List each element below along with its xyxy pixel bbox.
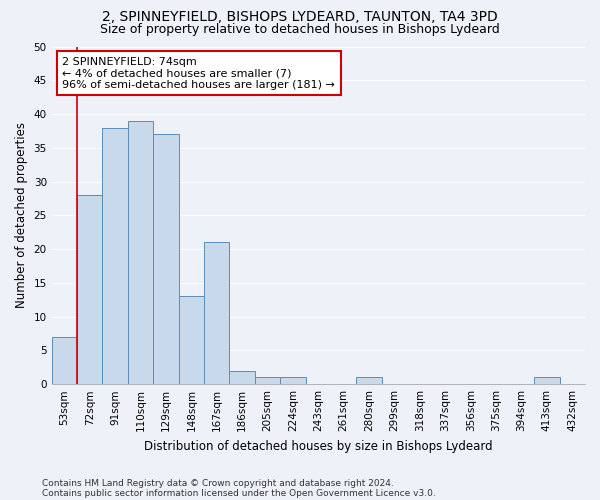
Text: Contains HM Land Registry data © Crown copyright and database right 2024.: Contains HM Land Registry data © Crown c… [42,478,394,488]
Text: Size of property relative to detached houses in Bishops Lydeard: Size of property relative to detached ho… [100,22,500,36]
Bar [128,121,153,384]
Text: 2, SPINNEYFIELD, BISHOPS LYDEARD, TAUNTON, TA4 3PD: 2, SPINNEYFIELD, BISHOPS LYDEARD, TAUNTO… [102,10,498,24]
Bar [204,242,229,384]
Bar [52,337,77,384]
Bar [229,370,255,384]
Bar [77,195,103,384]
X-axis label: Distribution of detached houses by size in Bishops Lydeard: Distribution of detached houses by size … [144,440,493,452]
Text: 2 SPINNEYFIELD: 74sqm
← 4% of detached houses are smaller (7)
96% of semi-detach: 2 SPINNEYFIELD: 74sqm ← 4% of detached h… [62,56,335,90]
Y-axis label: Number of detached properties: Number of detached properties [15,122,28,308]
Bar [179,296,204,384]
Bar [255,378,280,384]
Bar [103,128,128,384]
Bar [356,378,382,384]
Bar [153,134,179,384]
Text: Contains public sector information licensed under the Open Government Licence v3: Contains public sector information licen… [42,488,436,498]
Bar [534,378,560,384]
Bar [280,378,305,384]
